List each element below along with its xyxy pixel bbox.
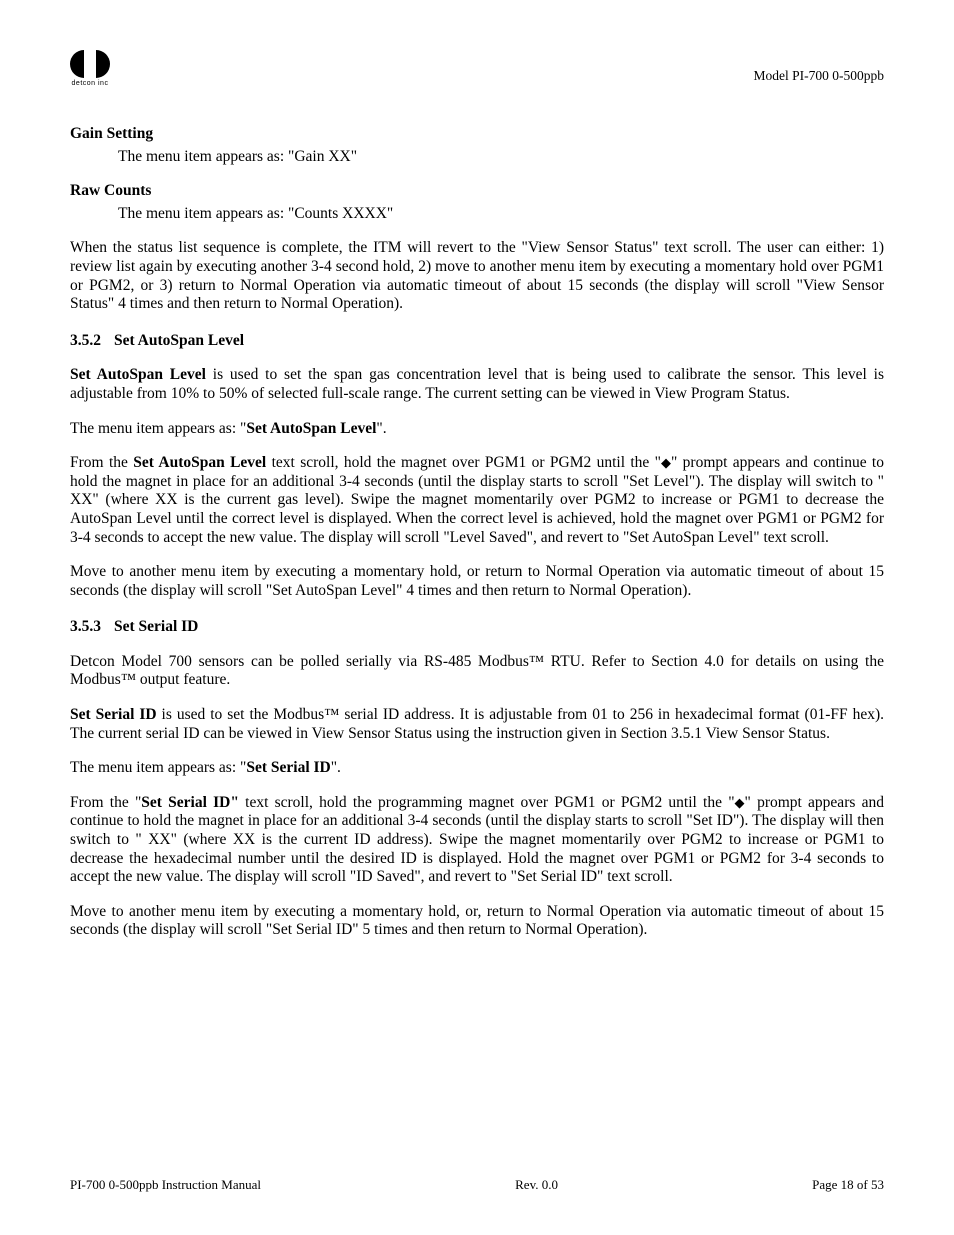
- autospan-p2: The menu item appears as: "Set AutoSpan …: [70, 420, 884, 439]
- autospan-p3-bold: Set AutoSpan Level: [133, 454, 266, 471]
- serial-p3: The menu item appears as: "Set Serial ID…: [70, 759, 884, 778]
- page-footer: PI-700 0-500ppb Instruction Manual Rev. …: [70, 1177, 884, 1193]
- status-paragraph: When the status list sequence is complet…: [70, 239, 884, 313]
- footer-center: Rev. 0.0: [515, 1177, 558, 1193]
- autospan-p2-bold: Set AutoSpan Level: [246, 420, 376, 437]
- serial-p3-b: ".: [331, 759, 341, 776]
- serial-p4-a: From the ": [70, 794, 141, 811]
- heading-353-title: Set Serial ID: [114, 618, 198, 635]
- diamond-icon: ◆: [661, 455, 671, 471]
- heading-352: 3.5.2Set AutoSpan Level: [70, 332, 884, 351]
- serial-p4-bold: Set Serial ID": [141, 794, 239, 811]
- autospan-p2-b: ".: [376, 420, 386, 437]
- autospan-p1: Set AutoSpan Level is used to set the sp…: [70, 366, 884, 403]
- serial-p4: From the "Set Serial ID" text scroll, ho…: [70, 794, 884, 887]
- raw-counts-title: Raw Counts: [70, 182, 884, 201]
- heading-352-title: Set AutoSpan Level: [114, 332, 244, 349]
- body-content: Gain Setting The menu item appears as: "…: [70, 125, 884, 940]
- serial-p3-bold: Set Serial ID: [246, 759, 330, 776]
- autospan-p3-b: text scroll, hold the magnet over PGM1 o…: [266, 454, 661, 471]
- gain-setting-title: Gain Setting: [70, 125, 884, 144]
- heading-353-num: 3.5.3: [70, 618, 114, 637]
- autospan-p3-a: From the: [70, 454, 133, 471]
- page-header: detcon inc Model PI-700 0-500ppb: [70, 50, 884, 87]
- logo-caption: detcon inc: [72, 80, 109, 87]
- serial-p2: Set Serial ID is used to set the Modbus™…: [70, 706, 884, 743]
- raw-counts-line: The menu item appears as: "Counts XXXX": [118, 205, 884, 224]
- serial-p2-rest: is used to set the Modbus™ serial ID add…: [70, 706, 884, 742]
- heading-353: 3.5.3Set Serial ID: [70, 618, 884, 637]
- footer-right: Page 18 of 53: [812, 1177, 884, 1193]
- serial-p1: Detcon Model 700 sensors can be polled s…: [70, 653, 884, 690]
- autospan-p4: Move to another menu item by executing a…: [70, 563, 884, 600]
- serial-p4-b: text scroll, hold the programming magnet…: [239, 794, 735, 811]
- logo-icon: [70, 50, 110, 78]
- serial-p5: Move to another menu item by executing a…: [70, 903, 884, 940]
- autospan-p2-a: The menu item appears as: ": [70, 420, 246, 437]
- autospan-p3: From the Set AutoSpan Level text scroll,…: [70, 454, 884, 547]
- autospan-p1-lead: Set AutoSpan Level: [70, 366, 206, 383]
- page: detcon inc Model PI-700 0-500ppb Gain Se…: [0, 0, 954, 1235]
- footer-left: PI-700 0-500ppb Instruction Manual: [70, 1177, 261, 1193]
- gain-setting-line: The menu item appears as: "Gain XX": [118, 148, 884, 167]
- diamond-icon: ◆: [735, 795, 745, 811]
- heading-352-num: 3.5.2: [70, 332, 114, 351]
- logo: detcon inc: [70, 50, 110, 87]
- model-label: Model PI-700 0-500ppb: [754, 68, 885, 84]
- serial-p3-a: The menu item appears as: ": [70, 759, 246, 776]
- serial-p2-lead: Set Serial ID: [70, 706, 157, 723]
